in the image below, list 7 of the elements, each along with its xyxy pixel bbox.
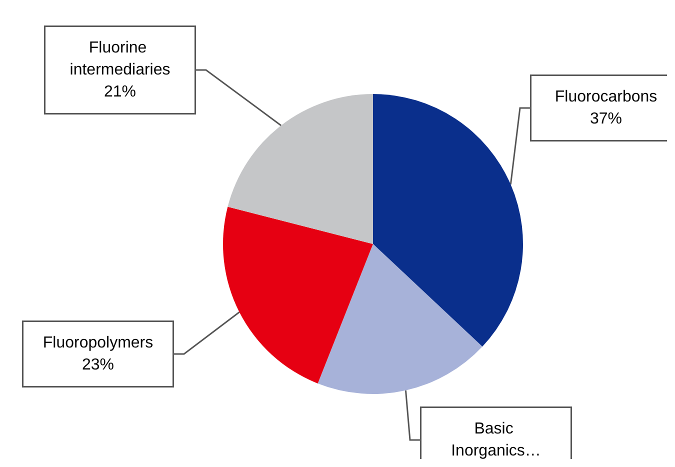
slice-label: Fluorine intermediaries [70,40,170,78]
slice-label: Basic Inorganics… [451,420,541,460]
data-label: 21% [104,84,136,100]
data-label: 23% [82,356,114,374]
slice-label: Fluorocarbons [554,88,658,106]
slice-label: Fluoropolymers [42,334,154,352]
data-label: 37% [590,110,622,128]
